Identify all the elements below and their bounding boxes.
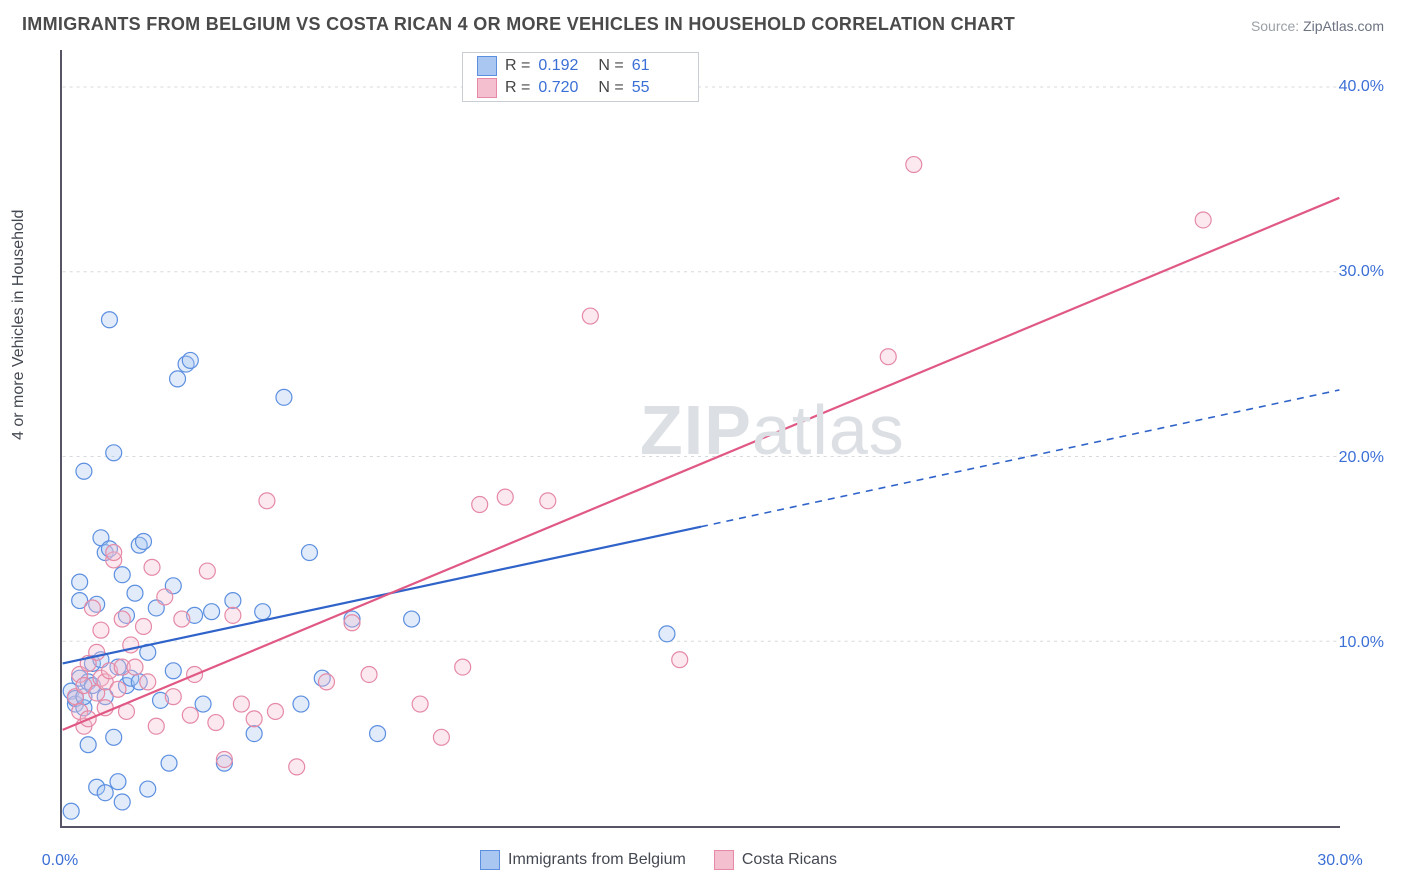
plot-area [60, 50, 1340, 828]
legend-series-item: Costa Ricans [714, 850, 837, 870]
legend-swatch [477, 56, 497, 76]
legend-n-label: N = [598, 79, 623, 97]
x-tick-label: 30.0% [1317, 852, 1362, 870]
x-tick-label: 0.0% [42, 852, 78, 870]
legend-series-label: Costa Ricans [742, 851, 837, 868]
legend-stats: R = 0.192 N = 61 R = 0.720 N = 55 [462, 52, 699, 102]
legend-n-value: 61 [632, 57, 684, 75]
legend-series-label: Immigrants from Belgium [508, 851, 686, 868]
y-tick-label: 10.0% [1339, 634, 1384, 652]
y-tick-label: 40.0% [1339, 78, 1384, 96]
legend-n-value: 55 [632, 79, 684, 97]
legend-stat-row: R = 0.720 N = 55 [463, 77, 698, 99]
legend-swatch [477, 78, 497, 98]
legend-swatch [480, 850, 500, 870]
legend-n-label: N = [598, 57, 623, 75]
legend-r-value: 0.720 [538, 79, 590, 97]
y-tick-label: 30.0% [1339, 263, 1384, 281]
y-axis-label: 4 or more Vehicles in Household [10, 210, 28, 440]
source-label: Source: [1251, 18, 1299, 34]
y-tick-label: 20.0% [1339, 449, 1384, 467]
source-value: ZipAtlas.com [1303, 18, 1384, 34]
legend-stat-row: R = 0.192 N = 61 [463, 55, 698, 77]
chart-container: IMMIGRANTS FROM BELGIUM VS COSTA RICAN 4… [0, 0, 1406, 892]
legend-r-label: R = [505, 79, 530, 97]
source-attribution: Source: ZipAtlas.com [1251, 18, 1384, 34]
chart-svg [62, 50, 1340, 826]
legend-r-value: 0.192 [538, 57, 590, 75]
chart-title: IMMIGRANTS FROM BELGIUM VS COSTA RICAN 4… [22, 14, 1015, 35]
legend-series: Immigrants from Belgium Costa Ricans [480, 850, 837, 870]
legend-r-label: R = [505, 57, 530, 75]
legend-swatch [714, 850, 734, 870]
legend-series-item: Immigrants from Belgium [480, 850, 686, 870]
